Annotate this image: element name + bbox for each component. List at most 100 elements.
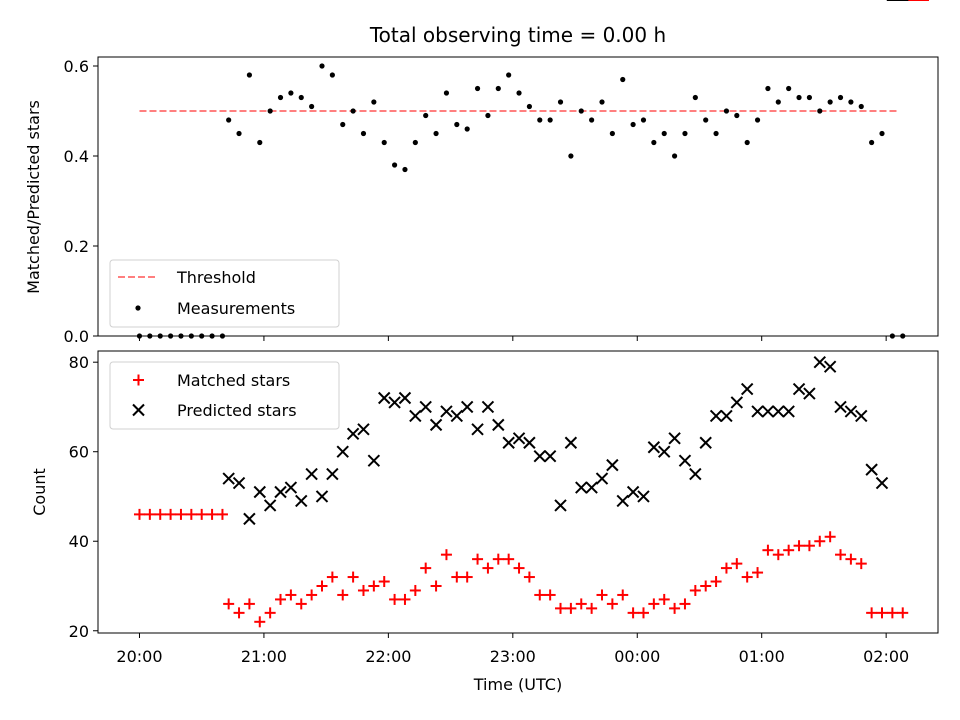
ratio-y-tick-label: 0.4 [64, 147, 89, 166]
matched-point [783, 544, 795, 556]
legend-matched-swatch [133, 374, 144, 386]
predicted-point [274, 485, 287, 499]
matched-point [254, 616, 266, 628]
matched-point [492, 553, 504, 565]
matched-point [295, 598, 307, 610]
measurement-point [578, 108, 584, 114]
measurement-point [423, 112, 429, 119]
ratio-y-tick-label: 0.6 [64, 57, 89, 76]
measurement-point [267, 108, 273, 114]
count-y-tick-label: 40 [69, 532, 89, 551]
predicted-point [460, 400, 474, 414]
measurement-point [391, 162, 398, 168]
measurement-point [178, 333, 184, 339]
predicted-point [554, 499, 567, 512]
measurement-point [640, 117, 647, 123]
matched-point [586, 602, 598, 614]
measurement-point [319, 63, 325, 69]
measurement-point [744, 139, 750, 146]
matched-point [243, 598, 255, 610]
legend-predicted-label: Predicted stars [177, 401, 297, 420]
matched-point [154, 508, 166, 520]
measurement-point [620, 76, 626, 83]
matched-point [679, 598, 691, 610]
count-legend: Matched stars Predicted stars [109, 361, 340, 430]
matched-point [357, 584, 369, 596]
predicted-point [222, 472, 235, 485]
matched-point [206, 508, 218, 520]
matched-point [772, 549, 784, 561]
measurement-point [713, 130, 719, 137]
count-legend-box [109, 361, 340, 430]
x-tick-label: 20:00 [116, 647, 162, 666]
count-panel: 20:00 21:00 22:00 23:00 00:00 01:00 02:00 20 40… [30, 0, 939, 666]
matched-point [720, 562, 732, 574]
predicted-point [492, 418, 505, 432]
measurement-point [506, 72, 512, 78]
predicted-point [792, 382, 806, 396]
matched-point [144, 508, 156, 520]
predicted-point [658, 445, 671, 458]
predicted-point [523, 436, 536, 449]
measurement-point [350, 108, 356, 114]
predicted-point [533, 449, 546, 463]
measurement-point [219, 333, 226, 339]
predicted-point [512, 432, 526, 445]
matched-point [793, 540, 805, 552]
ratio-y-tick-label: 0.2 [64, 237, 89, 256]
measurement-point [858, 103, 864, 110]
measurement-point [692, 94, 698, 101]
ratio-y-ticks: 0.0 0.2 0.4 0.6 [64, 57, 98, 346]
matched-point [710, 576, 722, 588]
measurement-point [796, 94, 802, 101]
x-tick-label: 23:00 [490, 647, 536, 666]
matched-point [306, 589, 318, 601]
matched-point [866, 607, 878, 619]
matched-point [264, 607, 276, 619]
matched-point [575, 598, 587, 610]
matched-point [378, 576, 390, 588]
matched-point [285, 589, 297, 601]
predicted-point [367, 454, 381, 467]
predicted-point [865, 463, 878, 476]
legend-predicted-swatch [132, 403, 145, 417]
measurement-point [433, 130, 439, 137]
matched-point [534, 589, 546, 601]
matched-point [326, 571, 338, 583]
ratio-panel: 0.0 0.2 0.4 0.6 Matched/Predicted stars Thr… [24, 56, 939, 346]
measurement-point [526, 103, 533, 110]
measurement-point [167, 333, 174, 339]
matched-point [627, 607, 639, 619]
predicted-point [336, 445, 349, 458]
matched-point [741, 571, 753, 583]
count-marks [133, 0, 929, 628]
predicted-point [813, 355, 826, 369]
measurement-point [786, 85, 792, 92]
predicted-point [378, 391, 391, 405]
predicted-point [637, 490, 650, 503]
predicted-point [398, 391, 412, 405]
measurement-point [557, 99, 564, 105]
matched-point [544, 589, 556, 601]
measurement-point [806, 94, 813, 101]
matched-point [814, 535, 826, 547]
measurement-point [246, 72, 253, 78]
matched-point [855, 558, 867, 570]
measurement-point [775, 99, 781, 105]
measurement-point [277, 94, 284, 101]
predicted-point [834, 400, 847, 414]
ratio-x-ticks [138, 336, 887, 341]
predicted-point [720, 409, 733, 423]
matched-point [637, 607, 649, 619]
predicted-point [844, 405, 858, 418]
matched-point [555, 602, 567, 614]
matched-point [596, 589, 608, 601]
ratio-legend: Threshold Measurements [109, 259, 340, 328]
predicted-point [346, 427, 360, 441]
measurement-point [734, 112, 740, 119]
predicted-point [326, 467, 339, 481]
predicted-point [284, 481, 298, 494]
matched-point [482, 562, 494, 574]
chart-title: Total observing time = 0.00 h [369, 23, 666, 47]
